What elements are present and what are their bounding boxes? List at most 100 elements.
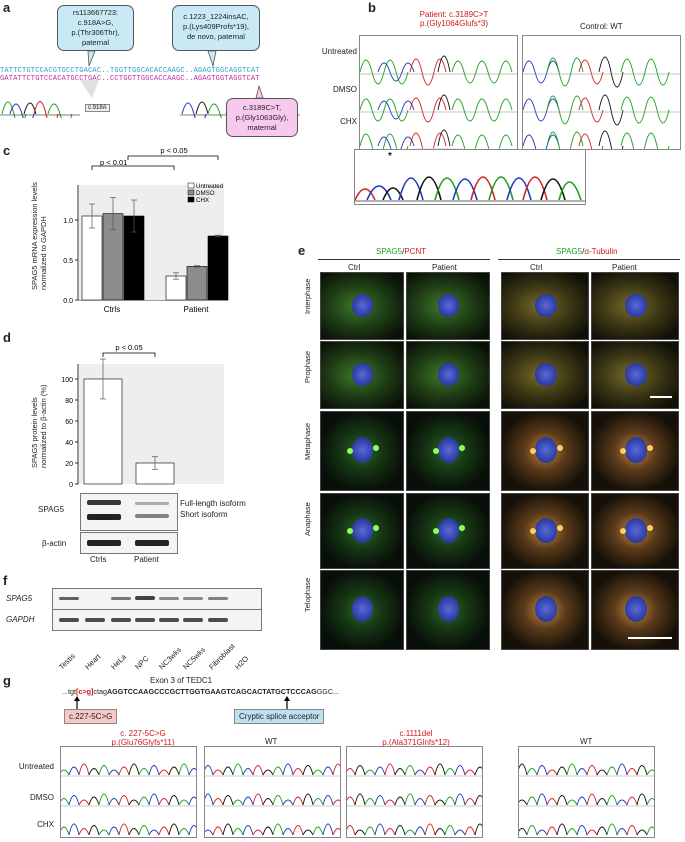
trace-peak bbox=[61, 769, 70, 776]
spindle-pole bbox=[373, 525, 380, 532]
trace-peak bbox=[606, 795, 618, 806]
blot-cat-patient: Patient bbox=[134, 555, 159, 564]
trace-svg bbox=[61, 763, 196, 836]
band bbox=[135, 514, 169, 518]
trace-peak bbox=[158, 798, 170, 806]
trace-peak bbox=[332, 828, 340, 836]
band bbox=[87, 500, 121, 505]
band bbox=[85, 618, 105, 622]
spindle-pole bbox=[619, 447, 626, 454]
trace-peak bbox=[212, 798, 224, 806]
y-tick-label: 100 bbox=[61, 377, 73, 384]
trace-peak bbox=[626, 768, 638, 776]
gel-gapdh bbox=[52, 609, 262, 631]
micrograph bbox=[320, 341, 404, 409]
ylabel-line: SPAG5 mRNA expression levels bbox=[30, 182, 39, 290]
trace-peak bbox=[108, 798, 120, 806]
spindle-pole bbox=[459, 525, 466, 532]
trace-peak bbox=[636, 793, 648, 806]
band bbox=[208, 597, 228, 600]
gel-spag5 bbox=[52, 588, 262, 610]
trace-peak bbox=[68, 766, 80, 776]
micrograph bbox=[320, 272, 404, 340]
sequence-top: TATTCTGTCCACGTGCCTGACAC..TGGTTGGCACACCAA… bbox=[0, 67, 260, 75]
title-line: p.(Glu76Glyfs*11) bbox=[111, 738, 175, 747]
row-interphase: Interphase bbox=[303, 278, 312, 314]
trace-peak bbox=[98, 793, 110, 806]
trace-peak bbox=[454, 829, 466, 836]
y-tick-label: 80 bbox=[65, 398, 73, 405]
sanger-trace-panel bbox=[346, 746, 483, 838]
trace-peak bbox=[292, 825, 304, 836]
patient-title-line: p.(Gly1064Glufs*3) bbox=[419, 19, 489, 28]
trace-peak bbox=[252, 829, 264, 836]
callout-line: c.1223_1224insAC, bbox=[183, 12, 249, 21]
trace-peak bbox=[322, 823, 334, 836]
spindle-pole bbox=[347, 447, 354, 454]
trace-peak bbox=[576, 796, 588, 806]
trace-peak bbox=[118, 795, 130, 806]
trace-peak bbox=[118, 823, 130, 836]
trace-peak bbox=[108, 826, 120, 836]
isoform-full-label: Full-length isoform bbox=[180, 499, 246, 508]
trace-peak bbox=[646, 769, 654, 776]
trace-peak bbox=[354, 793, 366, 806]
lane-label: H2O bbox=[233, 654, 251, 672]
trace-peak bbox=[222, 823, 234, 836]
trace-peak bbox=[332, 799, 340, 806]
spindle-pole bbox=[529, 528, 536, 535]
trace-peak bbox=[434, 828, 446, 836]
trace-peak bbox=[168, 795, 180, 806]
trace-peak bbox=[232, 828, 244, 836]
trace-peak bbox=[347, 768, 356, 776]
bar bbox=[186, 266, 208, 301]
trace-peak bbox=[242, 768, 254, 776]
band bbox=[111, 597, 131, 600]
panel-g-label: g bbox=[3, 673, 11, 688]
trace-peak bbox=[212, 769, 224, 776]
trace-peak bbox=[252, 793, 264, 806]
y-tick-label: 20 bbox=[65, 461, 73, 468]
trace-peak bbox=[98, 829, 110, 836]
band bbox=[87, 514, 121, 520]
trace-peak bbox=[88, 825, 100, 836]
row-label-dmso: DMSO bbox=[333, 85, 357, 94]
trace-peak bbox=[302, 829, 314, 836]
trace-peak bbox=[272, 766, 284, 776]
trace-peak bbox=[98, 765, 110, 776]
trace-peak bbox=[526, 796, 538, 806]
col-patient-1: Patient bbox=[432, 263, 457, 272]
trace-peak bbox=[414, 798, 426, 806]
micrograph bbox=[406, 493, 490, 569]
trace-peak bbox=[434, 763, 446, 776]
trace-peak bbox=[586, 829, 598, 836]
trace-peak bbox=[596, 826, 608, 836]
trace-peak bbox=[606, 823, 618, 836]
trace-peak bbox=[88, 768, 100, 776]
y-tick-label: 40 bbox=[65, 440, 73, 447]
trace-peak bbox=[454, 765, 466, 776]
callout-line: c.918A>G, bbox=[77, 18, 114, 27]
panel-a-label: a bbox=[3, 0, 11, 15]
trace-peak bbox=[474, 766, 482, 776]
band bbox=[208, 618, 228, 622]
trace-peak bbox=[384, 763, 396, 776]
micrograph bbox=[501, 570, 589, 650]
g-row-untreated: Untreated bbox=[18, 762, 54, 771]
trace-peak bbox=[272, 795, 284, 806]
micrograph bbox=[501, 411, 589, 491]
band bbox=[59, 618, 79, 622]
trace-peak bbox=[272, 823, 284, 836]
trace-peak bbox=[606, 766, 618, 776]
trace-peak bbox=[536, 765, 548, 776]
trace-peak bbox=[178, 828, 190, 836]
trace-peak bbox=[302, 793, 314, 806]
trace-peak bbox=[394, 796, 406, 806]
trace-peak bbox=[252, 765, 264, 776]
y-tick-label: 1.0 bbox=[63, 218, 73, 225]
trace-peak bbox=[464, 769, 476, 776]
nucleus bbox=[534, 363, 558, 386]
trace-peak bbox=[519, 799, 528, 806]
trace-peak bbox=[178, 763, 190, 776]
nucleus bbox=[534, 294, 558, 317]
